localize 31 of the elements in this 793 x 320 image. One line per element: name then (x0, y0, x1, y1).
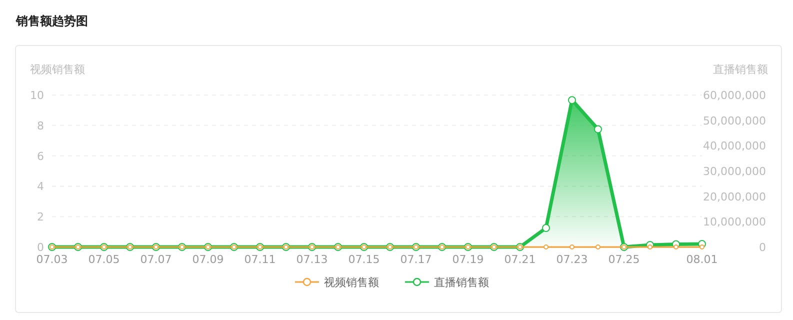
y-axis-title: 视频销售额 (30, 63, 85, 76)
x-tick-label: 07.09 (192, 253, 224, 266)
y2-tick-label: 20,000,000 (703, 190, 766, 204)
x-tick-label: 07.11 (244, 253, 276, 266)
x-tick-label: 07.19 (452, 253, 484, 266)
legend-label: 直播销售额 (434, 276, 489, 289)
y-tick-label: 0 (37, 241, 44, 254)
y-tick-label: 2 (37, 210, 44, 224)
y2-tick-label: 40,000,000 (703, 140, 766, 153)
x-tick-label: 07.15 (348, 253, 380, 266)
y2-tick-label: 10,000,000 (703, 216, 766, 229)
x-tick-label: 07.23 (556, 253, 588, 266)
y2-tick-label: 30,000,000 (703, 165, 766, 178)
x-tick-label: 08.01 (686, 253, 718, 266)
y2-tick-label: 50,000,000 (703, 114, 766, 128)
x-tick-label: 07.25 (608, 253, 640, 266)
y-tick-label: 8 (37, 119, 44, 132)
x-tick-label: 07.03 (36, 253, 68, 266)
y-tick-label: 10 (30, 89, 44, 102)
legend-label: 视频销售额 (324, 276, 379, 289)
y-tick-label: 4 (37, 180, 44, 194)
y2-tick-label: 0 (759, 241, 766, 254)
x-tick-label: 07.07 (140, 253, 172, 266)
x-tick-label: 07.13 (296, 253, 328, 266)
x-tick-label: 07.17 (400, 253, 432, 266)
x-tick-label: 07.05 (88, 253, 120, 266)
y2-axis-title: 直播销售额 (713, 63, 768, 76)
x-tick-label: 07.21 (504, 253, 536, 266)
chart-title: 销售额趋势图 (15, 14, 88, 28)
y2-tick-label: 60,000,000 (703, 89, 766, 102)
y-tick-label: 6 (37, 150, 44, 163)
